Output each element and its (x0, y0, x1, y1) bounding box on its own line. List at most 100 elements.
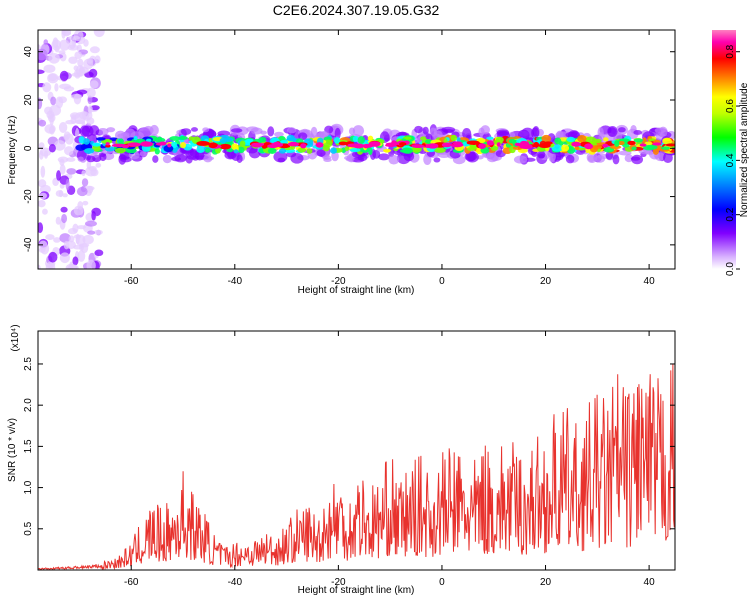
band-core (352, 135, 359, 143)
scatter-blob (50, 96, 57, 106)
scatter-blob (53, 140, 66, 151)
scatter-blob (43, 64, 56, 73)
band-halo (97, 128, 109, 136)
band-core (643, 144, 655, 151)
scatter-blob (86, 87, 96, 98)
scatter-blob (85, 220, 97, 227)
x-tick-label: 40 (644, 577, 656, 588)
band-peak (496, 142, 501, 147)
scatter-blob (49, 104, 62, 116)
band-core (157, 136, 163, 141)
band-halo (631, 154, 644, 165)
band-halo (654, 127, 667, 134)
scatter-blob (38, 199, 46, 208)
scatter-blob (86, 259, 96, 269)
scatter-blob (53, 237, 61, 243)
band-halo (345, 156, 355, 162)
spectrogram-marks (38, 30, 675, 269)
snr-panel: -60 -40 -20 0 20 40 0.5 1.0 1.5 2.0 2.5 (x10⁴) Hei… (7, 324, 676, 596)
scatter-blob (88, 165, 97, 172)
band-core (322, 144, 330, 152)
snr-scale-note: (x10⁴) (10, 324, 21, 351)
band-core (434, 147, 446, 153)
band-core (420, 136, 427, 141)
band-halo (286, 127, 297, 134)
y-tick-label: 0.5 (23, 521, 34, 535)
colorbar-scale (712, 30, 736, 269)
x-tick-label: 20 (540, 276, 552, 287)
spectrogram-ylabel: Frequency (Hz) (7, 116, 18, 185)
scatter-blob (38, 264, 41, 269)
scatter-blob (78, 243, 90, 248)
scatter-blob (79, 111, 90, 120)
band-core (92, 145, 101, 152)
band-peak (427, 143, 439, 149)
band-peak (267, 144, 279, 149)
band-halo (480, 125, 490, 135)
band-peak (584, 143, 594, 150)
scatter-blob (38, 119, 47, 127)
band-halo (106, 127, 116, 133)
scatter-blob (62, 193, 68, 198)
band-core (577, 135, 587, 143)
y-tick-label: 20 (23, 94, 34, 106)
band-core (224, 137, 234, 142)
band-core (661, 146, 671, 150)
band-core (633, 138, 644, 143)
scatter-blob (40, 165, 46, 178)
band-core (145, 138, 152, 143)
band-halo (607, 126, 618, 138)
band-core (368, 147, 373, 156)
band-core (297, 147, 307, 153)
band-peak (665, 143, 675, 147)
band-core (574, 146, 580, 151)
band-core (566, 136, 576, 143)
band-core (163, 145, 174, 153)
band-peak (127, 142, 141, 147)
band-halo (538, 154, 545, 159)
band-core (133, 135, 138, 141)
band-halo (388, 154, 400, 165)
band-halo (77, 156, 84, 162)
scatter-blob (45, 234, 55, 241)
band-core (349, 148, 361, 153)
scatter-blob (76, 186, 88, 197)
band-peak (251, 142, 263, 148)
snr-axes: -60 -40 -20 0 20 40 0.5 1.0 1.5 2.0 2.5 (23, 331, 675, 588)
scatter-blob (87, 105, 93, 114)
band-halo (139, 151, 148, 157)
scatter-blob (58, 121, 68, 134)
scatter-blob (38, 97, 43, 110)
x-tick-label: -40 (228, 577, 243, 588)
scatter-blob (59, 158, 65, 166)
band-core (382, 148, 392, 153)
scatter-blob (49, 114, 54, 126)
snr-marks (38, 364, 675, 570)
band-core (239, 140, 246, 147)
band-core (233, 149, 239, 154)
scatter-blob (43, 39, 49, 46)
band-peak (210, 143, 218, 147)
scatter-blob (56, 170, 61, 181)
scatter-blob (68, 235, 75, 243)
scatter-blob (59, 164, 66, 175)
band-peak (121, 144, 130, 149)
scatter-blob (82, 200, 89, 206)
y-tick-label: 1.5 (23, 439, 34, 453)
colorbar-tick-label: 0.8 (725, 44, 736, 58)
band-core (614, 140, 620, 147)
scatter-blob (74, 51, 83, 59)
band-peak (362, 143, 374, 148)
scatter-blob (86, 117, 95, 125)
band-halo (174, 154, 187, 163)
spectrogram-frame (37, 29, 676, 270)
band-core (341, 147, 347, 154)
y-tick-label: 40 (23, 46, 34, 58)
band-core (609, 145, 622, 150)
band-halo (274, 131, 284, 137)
band-halo (190, 127, 199, 132)
scatter-blob (38, 150, 44, 160)
scatter-blob (59, 83, 71, 90)
band-peak (627, 140, 636, 146)
band-halo (565, 154, 575, 164)
